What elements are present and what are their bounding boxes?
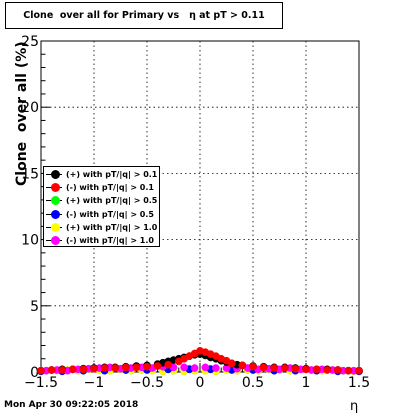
legend-label: (+) with pT/|q| > 0.5 bbox=[66, 196, 158, 206]
data-point-series-1 bbox=[68, 365, 77, 374]
y-tick-label: 5 bbox=[30, 299, 39, 315]
data-point-series-1 bbox=[132, 363, 141, 372]
data-point-series-1 bbox=[47, 366, 56, 374]
y-tick-label: 0 bbox=[30, 365, 39, 381]
legend-item: (+) with pT/|q| > 0.1 bbox=[44, 168, 159, 181]
data-point-series-5 bbox=[190, 364, 199, 372]
legend-marker bbox=[44, 168, 66, 181]
legend-marker bbox=[44, 194, 66, 207]
legend-marker bbox=[44, 208, 66, 221]
data-point-series-1 bbox=[259, 363, 268, 372]
legend-label: (+) with pT/|q| > 1.0 bbox=[66, 222, 158, 232]
legend-marker bbox=[44, 234, 66, 247]
data-point-series-5 bbox=[201, 363, 210, 372]
chart-title-box: Clone over all for Primary vs η at pT > … bbox=[5, 2, 283, 29]
x-tick-label: 1.5 bbox=[348, 375, 370, 391]
x-tick-label: 1 bbox=[302, 375, 311, 391]
legend-item: (+) with pT/|q| > 1.0 bbox=[44, 221, 159, 234]
data-point-series-1 bbox=[153, 362, 162, 370]
legend-label: (+) with pT/|q| > 0.1 bbox=[66, 170, 158, 180]
data-point-series-1 bbox=[164, 360, 173, 369]
data-point-series-1 bbox=[302, 365, 310, 374]
legend-label: (-) with pT/|q| > 1.0 bbox=[66, 236, 154, 246]
data-point-series-1 bbox=[227, 359, 236, 368]
data-point-series-1 bbox=[79, 365, 88, 374]
x-tick-label: 0.5 bbox=[242, 375, 264, 391]
data-point-series-5 bbox=[180, 363, 188, 372]
data-point-series-1 bbox=[355, 366, 363, 375]
data-point-series-1 bbox=[37, 366, 45, 375]
data-point-series-1 bbox=[58, 366, 67, 374]
y-axis-title: Clone over all (%) bbox=[14, 41, 30, 186]
data-point-series-1 bbox=[323, 366, 332, 374]
footer-timestamp: Mon Apr 30 09:22:05 2018 bbox=[4, 400, 139, 410]
data-point-series-1 bbox=[249, 362, 257, 371]
data-point-series-1 bbox=[100, 364, 109, 372]
legend-label: (-) with pT/|q| > 0.5 bbox=[66, 209, 154, 219]
chart-title: Clone over all for Primary vs η at pT > … bbox=[23, 10, 265, 21]
y-tick-label: 20 bbox=[21, 100, 39, 116]
legend-marker bbox=[44, 221, 66, 234]
data-point-series-1 bbox=[270, 364, 279, 372]
data-point-series-1 bbox=[291, 364, 300, 373]
data-point-series-1 bbox=[121, 363, 130, 372]
y-tick-label: 10 bbox=[21, 233, 39, 249]
legend-item: (-) with pT/|q| > 0.5 bbox=[44, 208, 159, 221]
x-axis-title: η bbox=[350, 399, 359, 414]
data-point-series-1 bbox=[143, 362, 151, 371]
data-point-series-5 bbox=[212, 364, 220, 372]
x-tick-label: −1.5 bbox=[24, 375, 58, 391]
legend-item: (-) with pT/|q| > 0.1 bbox=[44, 181, 159, 194]
data-point-series-1 bbox=[238, 361, 247, 370]
legend: (+) with pT/|q| > 0.1 (-) with pT/|q| > 0… bbox=[43, 166, 160, 247]
x-tick-label: 0 bbox=[196, 375, 205, 391]
legend-item: (+) with pT/|q| > 0.5 bbox=[44, 194, 159, 207]
legend-marker bbox=[44, 181, 66, 194]
data-point-series-1 bbox=[280, 364, 289, 372]
data-point-series-1 bbox=[312, 365, 321, 374]
legend-label: (-) with pT/|q| > 0.1 bbox=[66, 183, 154, 193]
data-point-series-1 bbox=[111, 364, 120, 372]
x-tick-label: −0.5 bbox=[130, 375, 164, 391]
data-point-series-1 bbox=[90, 364, 98, 373]
data-point-series-1 bbox=[344, 366, 353, 375]
y-tick-label: 25 bbox=[21, 34, 39, 50]
legend-item: (-) with pT/|q| > 1.0 bbox=[44, 234, 159, 247]
x-tick-label: −1 bbox=[84, 375, 105, 391]
data-point-series-1 bbox=[333, 366, 342, 374]
y-tick-label: 15 bbox=[21, 166, 39, 182]
